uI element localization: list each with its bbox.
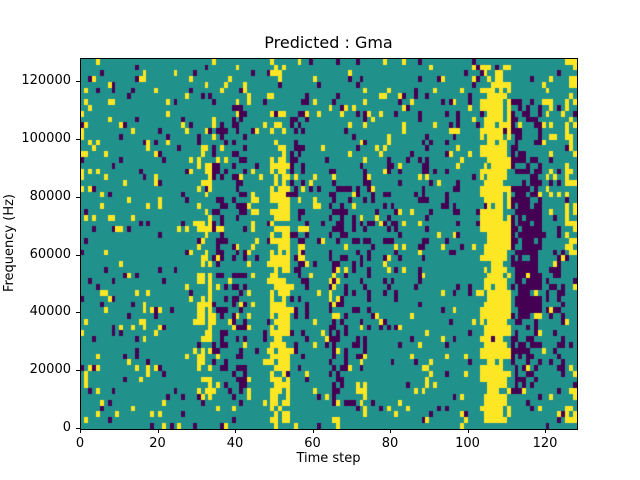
- x-axis-label: Time step: [296, 451, 361, 466]
- y-tick-mark: [76, 81, 80, 83]
- y-tick-label: 60000: [29, 246, 71, 262]
- x-tick-label: 20: [149, 436, 166, 451]
- chart-title: Predicted : Gma: [264, 33, 393, 52]
- y-tick-mark: [76, 370, 80, 372]
- x-tick-label: 60: [304, 436, 321, 451]
- x-tick-mark: [235, 429, 236, 433]
- y-tick-label: 80000: [29, 188, 71, 204]
- x-tick-mark: [545, 429, 546, 433]
- x-tick-label: 40: [226, 436, 244, 451]
- y-tick-mark: [76, 138, 80, 140]
- y-tick-mark: [76, 312, 80, 314]
- y-tick-mark: [76, 254, 80, 256]
- x-tick-mark: [390, 429, 391, 433]
- plot-area: [80, 58, 578, 430]
- heatmap-canvas: [81, 59, 577, 429]
- x-tick-label: 80: [381, 436, 399, 451]
- x-tick-mark: [157, 429, 159, 433]
- x-tick-label: 0: [75, 436, 85, 451]
- y-tick-mark: [76, 196, 80, 198]
- y-tick-label: 120000: [21, 73, 71, 89]
- y-tick-label: 20000: [29, 362, 71, 378]
- x-tick-mark: [80, 429, 81, 433]
- x-tick-mark: [312, 429, 314, 433]
- x-tick-mark: [467, 429, 469, 433]
- y-tick-label: 0: [62, 420, 71, 435]
- x-tick-label: 100: [455, 436, 480, 451]
- y-tick-mark: [76, 428, 80, 429]
- y-tick-label: 100000: [21, 130, 71, 146]
- y-tick-label: 40000: [29, 304, 71, 320]
- x-tick-label: 120: [532, 436, 558, 451]
